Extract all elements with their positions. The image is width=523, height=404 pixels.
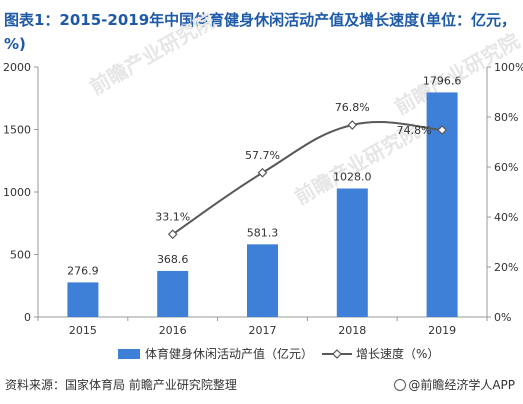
x-tick-label: 2018 [338,324,366,337]
bar-value-label: 1796.6 [423,74,462,87]
left-tick-label: 1500 [3,124,31,137]
legend-line-marker [332,349,342,359]
right-tick-label: 100% [494,61,523,74]
bar-value-label: 1028.0 [333,171,372,184]
source-note: 资料来源：国家体育局 前瞻产业研究院整理 [5,378,237,392]
right-tick-label: 0% [494,311,511,324]
x-tick-label: 2019 [428,324,456,337]
chart-title: 图表1：2015-2019年中国体育健身休闲活动产值及增长速度(单位：亿元，%) [4,11,517,53]
axes: 0 500 1000 1500 2000 0% 20% 40% 60% 80% 100% 2015 20… [3,61,523,337]
bar [157,270,189,317]
right-tick-label: 60% [494,161,518,174]
bar [247,244,278,317]
x-tick-label: 2015 [69,324,97,337]
left-tick-label: 1000 [3,186,31,199]
bar-value-label: 276.9 [67,264,99,277]
right-tick-label: 80% [494,111,518,124]
watermark-text: 前瞻产业研究院 [86,9,219,100]
data-labels: 276.9 368.6 581.3 1028.0 1796.6 33.1% 57.7% 76.… [67,74,461,277]
bar [67,282,99,317]
left-tick-label: 0 [24,311,31,324]
bar-value-label: 368.6 [157,253,189,266]
growth-marker [437,125,447,135]
legend-bar-swatch [118,349,140,359]
growth-value-label: 57.7% [245,149,280,162]
brand-credit-label: @前瞻经济学人APP [408,378,515,392]
bar-series [67,92,458,317]
growth-marker [347,120,358,130]
bar [336,188,368,317]
left-tick-label: 500 [10,249,31,262]
growth-marker [257,167,268,178]
legend-bar-label: 体育健身休闲活动产值（亿元） [145,346,313,361]
x-tick-label: 2016 [159,324,187,337]
right-tick-label: 20% [494,261,518,274]
brand-credit: @前瞻经济学人APP [394,376,515,393]
legend-line-label: 增长速度（%） [356,346,439,361]
growth-value-label: 76.8% [335,101,370,114]
growth-value-label: 74.8% [397,124,432,137]
right-tick-label: 40% [494,211,518,224]
growth-line [172,121,443,236]
line-series [167,120,447,240]
x-tick-label: 2017 [249,324,277,337]
legend: 体育健身休闲活动产值（亿元） 增长速度（%） [118,346,439,361]
bar-value-label: 581.3 [247,226,279,239]
growth-value-label: 33.1% [155,210,190,223]
growth-marker [167,229,178,240]
left-tick-label: 2000 [3,61,31,74]
brand-logo-icon [394,379,407,391]
